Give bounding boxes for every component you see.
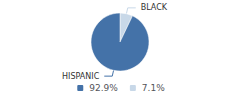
svg-text:HISPANIC: HISPANIC: [62, 72, 100, 81]
svg-text:92.9%: 92.9%: [89, 83, 118, 93]
svg-text:BLACK: BLACK: [141, 3, 168, 12]
svg-text:7.1%: 7.1%: [142, 83, 165, 93]
